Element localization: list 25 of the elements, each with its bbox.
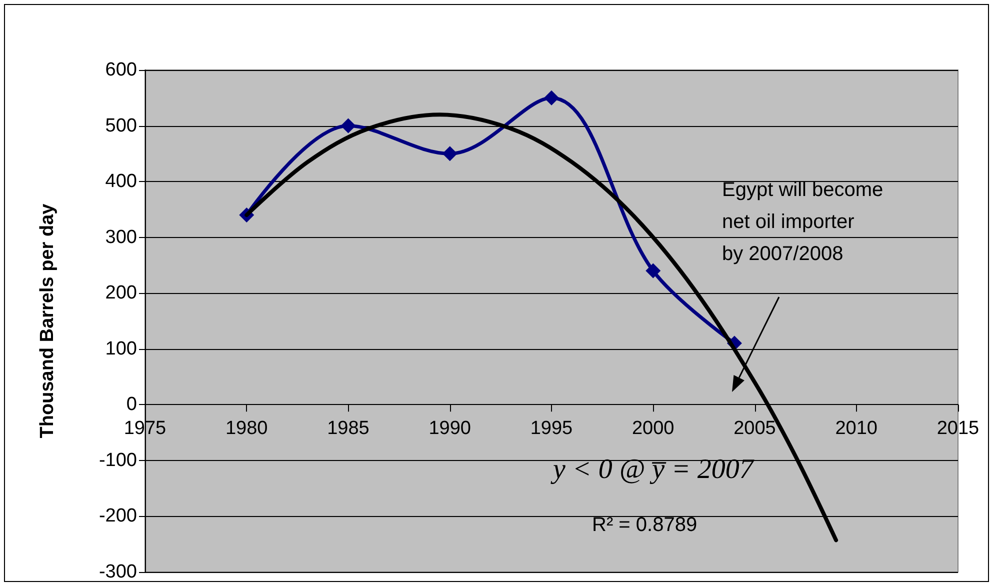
x-tick-label: 1985 — [327, 418, 370, 439]
y-tick-label: 600 — [105, 60, 137, 80]
x-tick-label: 2010 — [835, 418, 878, 439]
x-tick-label: 2000 — [632, 418, 674, 439]
x-tick-label: 2005 — [734, 418, 776, 439]
y-tick-label: -200 — [98, 506, 137, 527]
point — [544, 90, 559, 106]
point — [442, 146, 458, 162]
annotation: Egypt will become net oil importer by 2007/2008 — [722, 178, 884, 267]
y-axis-title: Thousand Barrels per day — [37, 203, 58, 438]
point — [646, 263, 661, 278]
y-tick-label: 0 — [126, 394, 137, 416]
x-tick-label: 2015 — [936, 418, 980, 439]
y-tick-label: 400 — [105, 171, 137, 192]
y-tick-label: 200 — [105, 282, 137, 304]
x-tick-label: 1980 — [225, 418, 268, 439]
y-tick-label: -300 — [98, 562, 137, 582]
point — [340, 118, 356, 134]
y-tick-label: -100 — [98, 450, 137, 471]
x-tick-label: 1995 — [530, 418, 573, 439]
y-tick-label: 500 — [105, 115, 137, 136]
y-tick-label: 300 — [105, 226, 137, 248]
y-tick-label: 100 — [105, 338, 137, 360]
x-tick-label: 1990 — [428, 418, 472, 439]
annotation: R² = 0.8789 — [592, 513, 698, 538]
